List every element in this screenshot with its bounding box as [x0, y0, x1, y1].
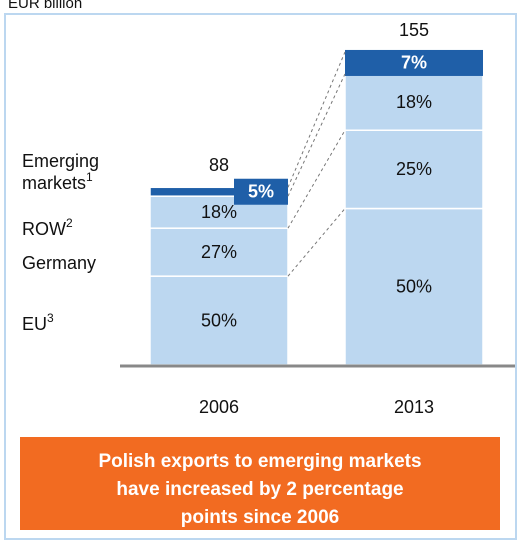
annotation-box: [20, 437, 500, 530]
value-label: 25%: [396, 159, 432, 179]
value-label: 5%: [248, 181, 274, 201]
value-label: 27%: [201, 242, 237, 262]
annotation-line: points since 2006: [181, 507, 339, 528]
legend-label: Germany: [22, 253, 96, 273]
connector: [287, 51, 346, 188]
annotation: Polish exports to emerging markets have i…: [98, 451, 421, 528]
value-label: 18%: [201, 202, 237, 222]
bar-segment: [344, 129, 484, 210]
annotation-line: Polish exports to emerging markets: [98, 451, 421, 472]
legend-label: markets1: [22, 170, 93, 193]
legend-label: Emerging: [22, 151, 99, 171]
total-label: 88: [209, 155, 229, 175]
connector: [287, 73, 346, 197]
footnote: 1: [86, 170, 93, 184]
legend-label: ROW2: [22, 216, 73, 239]
label-box: [345, 49, 483, 76]
footnote: 3: [47, 311, 54, 325]
legend-label: EU3: [22, 311, 54, 334]
bar-segment: [344, 73, 484, 132]
bar-segment: [149, 227, 289, 277]
annotation-line: have increased by 2 percentage: [116, 479, 403, 500]
value-label: 18%: [396, 92, 432, 112]
footnote: 2: [66, 216, 73, 230]
x-tick-label: 2006: [199, 397, 239, 417]
value-label: 7%: [401, 53, 427, 73]
value-label: 50%: [201, 310, 237, 330]
connector: [287, 208, 346, 277]
x-tick-label: 2013: [394, 397, 434, 417]
connector: [287, 129, 346, 229]
value-label: 50%: [396, 277, 432, 297]
total-label: 155: [399, 20, 429, 40]
chart-subtitle: EUR billion: [8, 0, 82, 12]
label-box: [234, 178, 288, 205]
